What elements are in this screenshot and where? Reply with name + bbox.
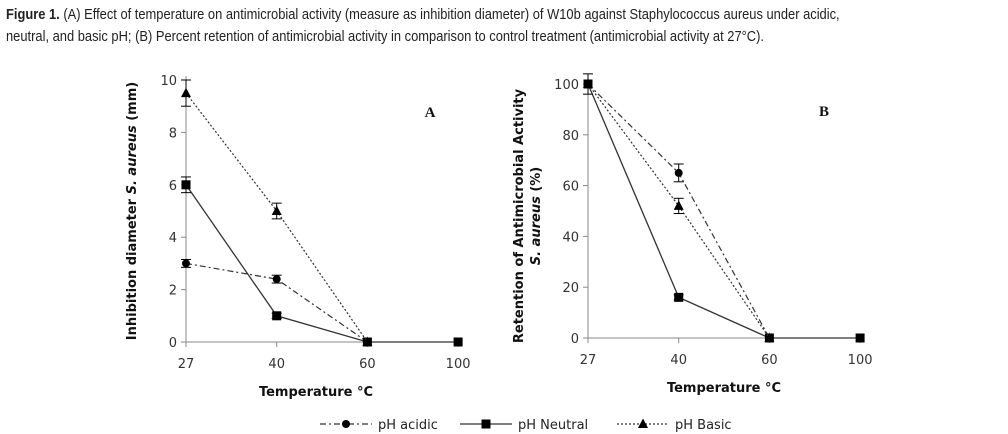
panel-label: A — [425, 105, 436, 121]
y-tick-label: 2 — [169, 284, 177, 299]
legend-marker-square — [481, 419, 491, 429]
data-point-square — [453, 337, 463, 347]
caption-line1: (A) Effect of temperature on antimicrobi… — [59, 6, 840, 23]
legend-marker-circle — [342, 420, 350, 428]
panel-label: B — [819, 104, 829, 120]
data-point-square — [855, 333, 865, 343]
data-point-triangle — [764, 332, 775, 342]
y-tick-label: 8 — [169, 126, 177, 141]
legend: pH acidic pH Neutral pH Basic — [320, 418, 732, 433]
y-tick-label: 0 — [169, 336, 177, 351]
y-tick-label: 80 — [562, 129, 579, 144]
data-point-square — [272, 311, 282, 321]
x-tick-label: 40 — [268, 357, 285, 372]
figure-caption: Figure 1. (A) Effect of temperature on a… — [6, 4, 866, 48]
x-axis-title: Temperature °C — [667, 381, 781, 396]
y-tick-label: 100 — [554, 78, 579, 93]
x-axis-title: Temperature °C — [259, 385, 373, 400]
series-line-ph-neutral — [587, 83, 861, 339]
y-tick-label: 4 — [169, 231, 177, 246]
data-point-triangle — [181, 87, 191, 98]
x-tick-label: 27 — [580, 353, 597, 368]
y-tick-label: 10 — [160, 74, 177, 89]
y-tick-label: 60 — [562, 180, 579, 195]
legend-label: pH Basic — [675, 418, 732, 433]
x-tick-label: 60 — [359, 357, 376, 372]
y-axis-title-line1: Retention of Antimicrobial Activity — [512, 88, 527, 343]
chart-a: 0 2 4 6 8 10 27 40 60 100 Temperature °C A Inhibitio… — [125, 74, 471, 400]
series-line-ph-neutral — [185, 184, 459, 343]
y-tick-label: 6 — [169, 179, 177, 194]
y-axis-title-line2: S. aureus (%) — [529, 167, 544, 266]
y-tick-label: 20 — [562, 281, 579, 296]
x-tick-label: 100 — [446, 357, 471, 372]
data-point-circle — [674, 168, 683, 177]
caption-label: Figure 1. — [6, 6, 60, 23]
y-tick-label: 0 — [571, 332, 579, 347]
data-point-square — [674, 292, 684, 302]
data-point-triangle — [362, 336, 373, 346]
legend-label: pH acidic — [378, 418, 438, 433]
x-tick-label: 27 — [178, 357, 195, 372]
series-line-ph-acidic — [185, 262, 368, 343]
data-point-square — [181, 180, 191, 190]
legend-label: pH Neutral — [518, 418, 588, 433]
x-tick-label: 100 — [848, 353, 873, 368]
data-point-circle — [272, 275, 281, 284]
y-tick-label: 40 — [562, 230, 579, 245]
chart-b: 0 20 40 60 80 100 27 40 60 100 Temperature °C B Rete… — [512, 73, 873, 396]
data-point-circle — [182, 259, 190, 268]
y-axis-title: Inhibition diameter S. aureus (mm) — [125, 82, 140, 340]
data-point-triangle — [583, 78, 593, 88]
legend-marker-triangle — [638, 418, 648, 428]
x-tick-label: 40 — [670, 353, 687, 368]
data-point-triangle — [673, 200, 684, 210]
caption-line2: neutral, and basic pH; (B) Percent reten… — [6, 28, 764, 45]
x-tick-label: 60 — [761, 353, 778, 368]
data-point-triangle — [271, 205, 282, 215]
